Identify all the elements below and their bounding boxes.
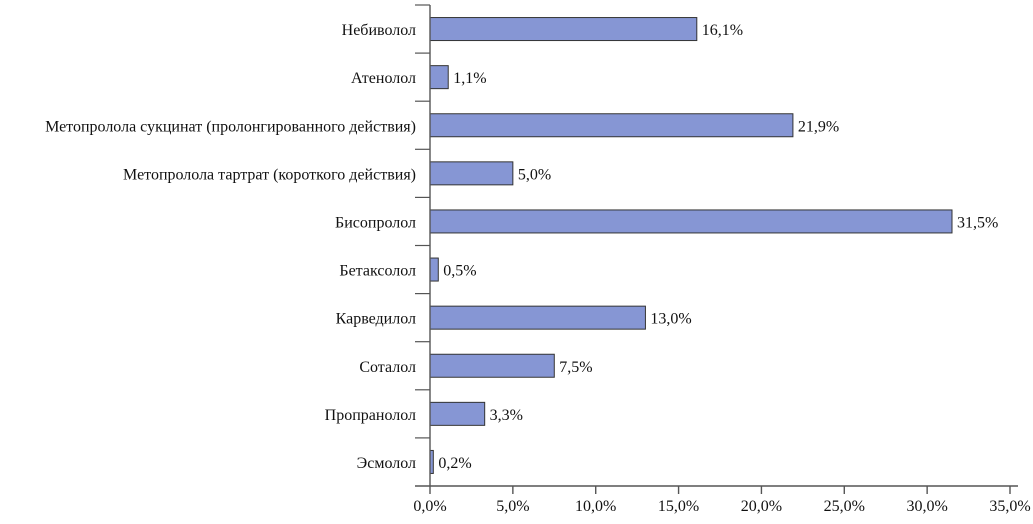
category-label: Пропранолол <box>325 407 416 424</box>
x-tick-label: 0,0% <box>413 498 446 515</box>
x-tick-label: 20,0% <box>741 498 782 515</box>
data-label: 0,2% <box>438 455 471 472</box>
x-tick-label: 5,0% <box>496 498 529 515</box>
category-label: Атенолол <box>351 70 416 87</box>
bar <box>429 161 514 186</box>
category-label: Эсмолол <box>357 455 416 472</box>
category-label: Метопролола тартрат (короткого действия) <box>123 166 416 183</box>
x-tick-label: 15,0% <box>658 498 699 515</box>
data-label: 31,5% <box>957 214 998 231</box>
data-label: 13,0% <box>650 311 691 328</box>
bar <box>429 113 794 138</box>
bar <box>429 353 555 378</box>
data-label: 7,5% <box>559 359 592 376</box>
data-label: 3,3% <box>490 407 523 424</box>
data-label: 21,9% <box>798 118 839 135</box>
category-label: Метопролола сукцинат (пролонгированного … <box>45 118 416 135</box>
category-label: Карведилол <box>336 311 416 328</box>
data-label: 1,1% <box>453 70 486 87</box>
data-label: 0,5% <box>443 263 476 280</box>
bar <box>429 209 953 234</box>
x-tick-label: 10,0% <box>575 498 616 515</box>
data-label: 5,0% <box>518 166 551 183</box>
category-label: Бетаксолол <box>339 263 416 280</box>
bars: 16,1% 1,1% 21,9% 5,0% 31,5% 0,5% 13,0% 7,5% 3,3%… <box>429 17 998 474</box>
x-tick-label: 35,0% <box>989 498 1030 515</box>
x-tick-label: 30,0% <box>906 498 947 515</box>
category-label: Бисопролол <box>335 214 416 231</box>
x-tick-label: 25,0% <box>824 498 865 515</box>
axes: Небиволол Атенолол Метопролола сукцинат (п… <box>45 4 1031 515</box>
bar <box>429 257 439 282</box>
data-label: 16,1% <box>702 22 743 39</box>
bar <box>429 401 486 426</box>
bar <box>429 65 449 90</box>
category-label: Небиволол <box>342 22 416 39</box>
bar <box>429 305 646 330</box>
category-label: Соталол <box>359 359 416 376</box>
bar <box>429 17 698 42</box>
